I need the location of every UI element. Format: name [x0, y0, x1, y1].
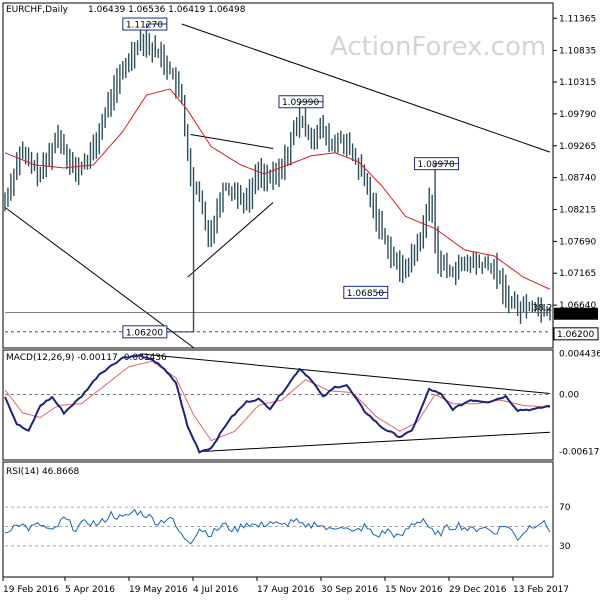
trendline-lower [4, 206, 194, 349]
axis-layer: 1.11365 1.10835 1.10315 1.09790 1.09265 1.087… [2, 14, 600, 595]
rsi-panel-frame [2, 461, 554, 578]
date-axis-label: 29 Dec 2016 [449, 585, 507, 595]
macd-panel-frame [2, 349, 554, 461]
rsi-line [4, 508, 551, 545]
date-axis-label: 5 Apr 2016 [65, 585, 115, 595]
callout-label: 1.06850 [347, 289, 384, 299]
macd-panel-title: MACD(12,26,9) -0.00117 -0.001436 [6, 353, 167, 363]
moving-average-line [4, 88, 551, 290]
rsi-axis-label: 70 [559, 503, 571, 513]
callout-label: 1.08970 [417, 160, 454, 170]
price-axis-label: 1.07690 [559, 237, 596, 247]
channel-lower-line [187, 202, 274, 278]
callout-box [122, 325, 168, 339]
current-price-flag [554, 307, 598, 320]
price-axis-label: 1.10835 [559, 46, 596, 56]
macd-trend-lower [199, 431, 551, 453]
date-axis-label: 13 Feb 2017 [513, 585, 569, 595]
macd-line [4, 354, 551, 454]
price-axis-label: 1.07165 [559, 269, 596, 279]
price-axis-label: 1.06640 [559, 301, 596, 311]
macd-signal-line [4, 360, 551, 442]
date-axis-label: 15 Nov 2016 [385, 585, 443, 595]
macd-axis-label: 0.00 [559, 390, 579, 400]
current-price-label: 1.06498 [557, 310, 594, 320]
trendline-upper [181, 23, 551, 153]
callout-label: 1.06200 [126, 328, 163, 338]
rsi-axis-label: 30 [559, 542, 571, 552]
price-panel-frame [2, 2, 554, 349]
support-price-label: 1.06200 [557, 330, 594, 340]
fib-label: 38.2 [532, 303, 552, 313]
price-axis-label: 1.09265 [559, 142, 596, 152]
price-axis-label: 1.08215 [559, 205, 596, 215]
date-axis-label: 4 Jul 2016 [193, 585, 238, 595]
macd-layer [4, 353, 551, 454]
date-axis-label: 30 Sep 2016 [321, 585, 378, 595]
ohlc-header: 1.06439 1.06536 1.06419 1.06498 [88, 5, 246, 15]
date-axis-label: 19 May 2016 [129, 585, 188, 595]
price-panel-title: EURCHF,Daily [6, 5, 69, 15]
price-layer: 1.11270 1.09990 1.08970 1.06850 1.06200 38.2 [4, 17, 552, 349]
price-axis-label: 1.10315 [559, 78, 596, 88]
rsi-layer [4, 506, 551, 547]
date-axis-label: 19 Feb 2016 [3, 585, 59, 595]
price-axis-label: 1.09790 [559, 110, 596, 120]
price-axis-label: 1.08740 [559, 174, 596, 184]
price-axis-label: 1.11365 [559, 14, 596, 24]
callout-label: 1.11270 [126, 21, 163, 31]
watermark: ActionForex.com [330, 32, 546, 62]
rsi-panel-title: RSI(14) 46.8668 [6, 467, 79, 477]
macd-trend-upper [140, 353, 551, 395]
support-price-flag [553, 327, 599, 341]
callout-label: 1.09990 [282, 98, 319, 108]
macd-axis-label: 0.004436 [559, 350, 600, 360]
macd-axis-label: -0.00617 [559, 447, 599, 457]
date-axis-label: 17 Aug 2016 [257, 585, 315, 595]
